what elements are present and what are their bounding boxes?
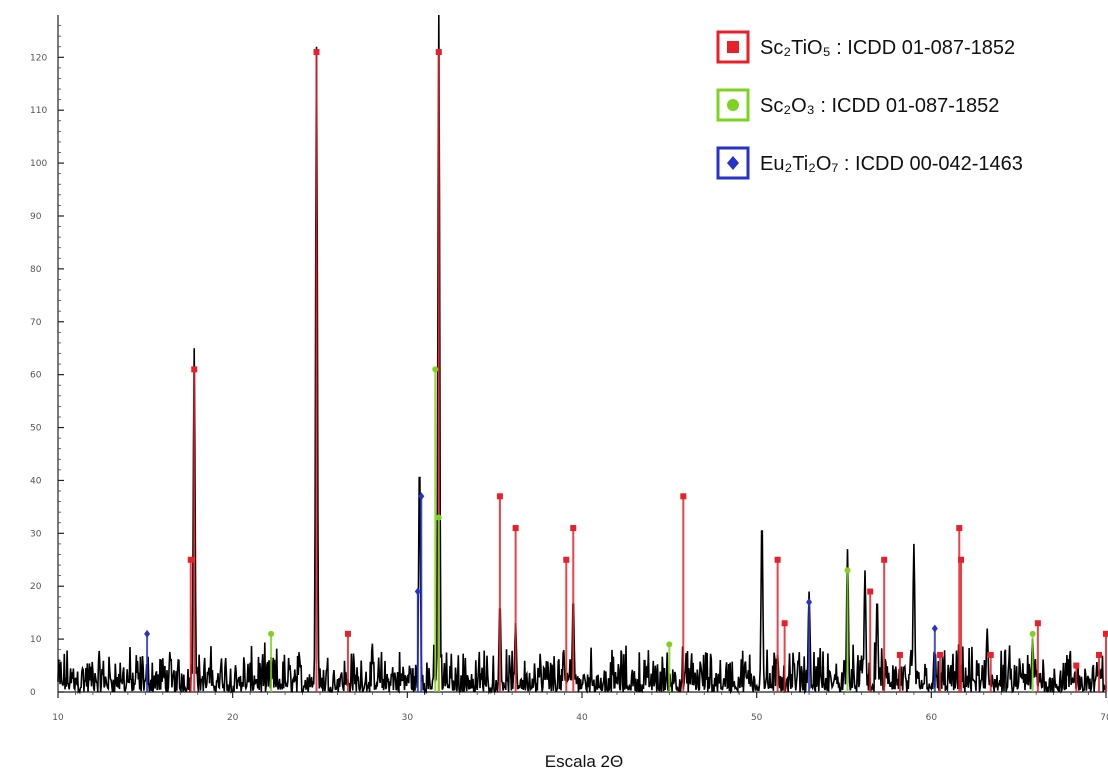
x-tick-label: 60 xyxy=(926,713,938,723)
x-tick-label: 30 xyxy=(402,713,414,723)
phase-marker xyxy=(563,556,570,563)
y-tick-label: 70 xyxy=(30,318,42,328)
phase-marker xyxy=(1096,651,1103,658)
phase-marker xyxy=(268,630,275,637)
y-tick-label: 30 xyxy=(30,529,42,539)
phase-marker xyxy=(806,598,813,607)
diffraction-pattern xyxy=(57,14,1107,695)
phase-marker xyxy=(867,588,874,595)
phase-marker xyxy=(931,624,938,633)
y-tick-label: 120 xyxy=(30,53,47,63)
phase-marker xyxy=(958,556,965,563)
phase-marker xyxy=(344,630,351,637)
y-ticks: 0 10 20 30 40 50 60 70 80 90 100 110 120 xyxy=(30,25,64,698)
legend-label: Sc₂TiO₅ : ICDD 01-087-1852 xyxy=(760,37,1015,59)
y-tick-label: 20 xyxy=(30,582,42,592)
legend: Sc₂TiO₅ : ICDD 01-087-1852 Sc₂O₃ : ICDD 0… xyxy=(716,30,1023,180)
legend-swatch xyxy=(716,88,750,122)
phase-marker xyxy=(1103,630,1108,637)
y-tick-label: 110 xyxy=(30,106,47,116)
phase-marker xyxy=(313,49,320,56)
phase-marker xyxy=(418,492,425,501)
phase-marker xyxy=(414,587,421,596)
phase-marker xyxy=(191,366,198,373)
x-tick-label: 10 xyxy=(52,713,64,723)
y-tick-label: 0 xyxy=(30,688,36,698)
phase-marker xyxy=(435,49,442,56)
phase-marker xyxy=(435,514,442,521)
phase-marker xyxy=(987,651,994,658)
phase-reflections xyxy=(144,49,1108,692)
x-tick-label: 40 xyxy=(576,713,588,723)
legend-swatch xyxy=(716,146,750,180)
legend-label: Sc₂O₃ : ICDD 01-087-1852 xyxy=(760,95,999,117)
x-tick-label: 20 xyxy=(227,713,239,723)
phase-marker xyxy=(774,556,781,563)
y-tick-label: 90 xyxy=(30,212,42,222)
phase-marker xyxy=(187,556,194,563)
phase-marker xyxy=(1034,620,1041,627)
phase-marker xyxy=(570,525,577,532)
phase-marker xyxy=(956,525,963,532)
y-tick-label: 100 xyxy=(30,159,47,169)
pattern-line xyxy=(57,14,1107,695)
phase-marker xyxy=(512,525,519,532)
phase-marker xyxy=(432,366,439,373)
phase-marker xyxy=(1073,662,1080,669)
phase-marker xyxy=(680,493,687,500)
x-axis-label: Escala 2Θ xyxy=(545,752,623,771)
phase-marker xyxy=(844,567,851,574)
x-ticks: 10 20 30 40 50 60 70 xyxy=(52,692,1108,723)
phase-marker xyxy=(496,493,503,500)
phase-marker xyxy=(727,41,739,53)
y-tick-label: 80 xyxy=(30,265,42,275)
phase-marker xyxy=(144,629,151,638)
legend-swatch xyxy=(716,30,750,64)
legend-label: Eu₂Ti₂O₇ : ICDD 00-042-1463 xyxy=(760,153,1023,175)
phase-marker xyxy=(1029,630,1036,637)
y-tick-label: 10 xyxy=(30,635,42,645)
x-tick-label: 50 xyxy=(751,713,763,723)
phase-marker xyxy=(727,99,739,111)
y-tick-label: 40 xyxy=(30,476,42,486)
phase-marker xyxy=(937,651,944,658)
phase-marker xyxy=(896,651,903,658)
phase-marker xyxy=(881,556,888,563)
phase-marker xyxy=(727,156,739,170)
x-tick-label: 70 xyxy=(1100,713,1108,723)
y-tick-label: 60 xyxy=(30,371,42,381)
phase-marker xyxy=(781,620,788,627)
phase-marker xyxy=(666,641,673,648)
y-tick-label: 50 xyxy=(30,424,42,434)
